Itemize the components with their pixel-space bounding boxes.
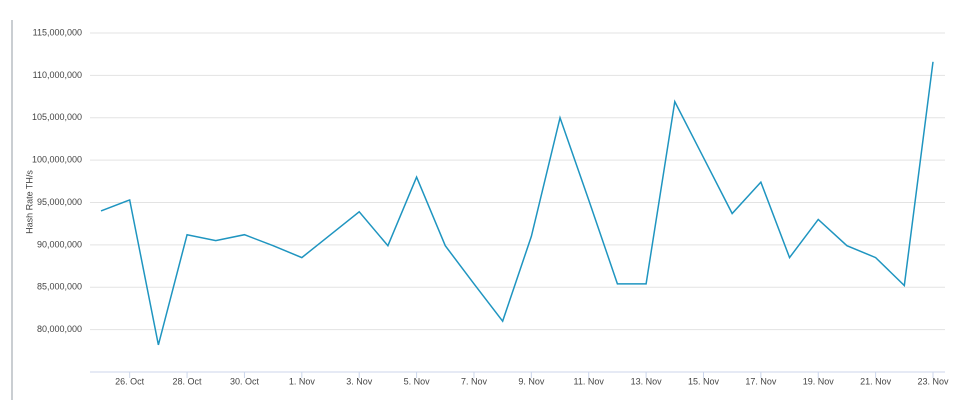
x-tick-label: 30. Oct bbox=[230, 376, 260, 386]
x-tick-label: 26. Oct bbox=[115, 376, 145, 386]
x-tick-label: 19. Nov bbox=[803, 376, 835, 386]
y-tick-label: 105,000,000 bbox=[32, 112, 82, 122]
y-tick-label: 110,000,000 bbox=[33, 70, 82, 80]
x-tick-label: 3. Nov bbox=[346, 376, 373, 386]
y-tick-label: 100,000,000 bbox=[32, 155, 82, 165]
y-tick-label: 95,000,000 bbox=[37, 197, 82, 207]
x-tick-label: 7. Nov bbox=[461, 376, 488, 386]
x-tick-label: 17. Nov bbox=[745, 376, 777, 386]
y-tick-label: 85,000,000 bbox=[37, 282, 82, 292]
x-tick-label: 23. Nov bbox=[917, 376, 949, 386]
x-tick-label: 1. Nov bbox=[289, 376, 316, 386]
y-tick-label: 80,000,000 bbox=[37, 324, 82, 334]
y-axis-label: Hash Rate TH/s bbox=[24, 170, 34, 234]
data-line bbox=[100, 61, 934, 346]
y-tick-label: 115,000,000 bbox=[33, 27, 82, 37]
x-tick-label: 5. Nov bbox=[404, 376, 431, 386]
x-tick-label: 15. Nov bbox=[688, 376, 720, 386]
x-tick-label: 9. Nov bbox=[518, 376, 545, 386]
y-tick-label: 90,000,000 bbox=[37, 239, 82, 249]
x-tick-label: 13. Nov bbox=[631, 376, 663, 386]
x-tick-label: 28. Oct bbox=[173, 376, 203, 386]
x-tick-label: 11. Nov bbox=[574, 376, 605, 386]
x-tick-label: 21. Nov bbox=[860, 376, 892, 386]
